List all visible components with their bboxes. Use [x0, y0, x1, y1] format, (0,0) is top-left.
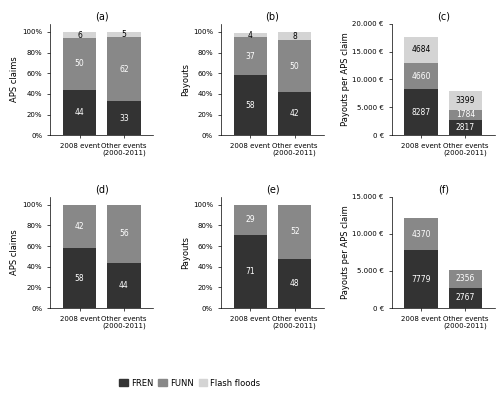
Text: 50: 50 — [74, 60, 85, 68]
Bar — [108, 32, 140, 37]
Bar — [278, 205, 312, 259]
Bar — [278, 259, 312, 308]
Bar — [234, 235, 267, 308]
Bar — [108, 101, 140, 135]
Text: 29: 29 — [246, 215, 255, 224]
Bar — [404, 89, 438, 135]
Text: 52: 52 — [290, 227, 300, 236]
Bar — [449, 90, 482, 109]
Y-axis label: APS claims: APS claims — [10, 229, 20, 275]
Text: 4660: 4660 — [412, 71, 431, 81]
Text: 48: 48 — [290, 279, 300, 288]
Text: 8287: 8287 — [412, 107, 430, 117]
Text: 62: 62 — [119, 65, 128, 73]
Text: 5: 5 — [122, 30, 126, 39]
Bar — [449, 109, 482, 120]
Bar — [63, 90, 96, 135]
Title: (b): (b) — [266, 11, 280, 22]
Bar — [404, 37, 438, 63]
Bar — [234, 205, 267, 235]
Text: 1784: 1784 — [456, 110, 475, 119]
Title: (c): (c) — [437, 11, 450, 22]
Text: 2767: 2767 — [456, 293, 475, 302]
Bar — [449, 270, 482, 288]
Y-axis label: Payouts: Payouts — [181, 63, 190, 96]
Text: 37: 37 — [246, 52, 255, 61]
Text: 58: 58 — [246, 101, 255, 110]
Text: 71: 71 — [246, 267, 255, 276]
Bar — [449, 120, 482, 135]
Title: (e): (e) — [266, 184, 280, 194]
Bar — [63, 248, 96, 308]
Text: 42: 42 — [290, 109, 300, 118]
Y-axis label: Payouts: Payouts — [181, 236, 190, 269]
Text: 44: 44 — [119, 281, 129, 290]
Bar — [234, 75, 267, 135]
Bar — [63, 32, 96, 38]
Bar — [404, 250, 438, 308]
Bar — [278, 32, 312, 40]
Bar — [234, 33, 267, 37]
Y-axis label: Payouts per APS claim: Payouts per APS claim — [340, 205, 349, 299]
Bar — [278, 40, 312, 92]
Text: 58: 58 — [75, 274, 85, 283]
Bar — [278, 92, 312, 135]
Legend: FREN, FUNN, Flash floods: FREN, FUNN, Flash floods — [116, 375, 264, 391]
Text: 56: 56 — [119, 229, 129, 238]
Bar — [404, 63, 438, 89]
Y-axis label: Payouts per APS claim: Payouts per APS claim — [340, 33, 349, 126]
Title: (a): (a) — [95, 11, 108, 22]
Bar — [63, 38, 96, 90]
Title: (d): (d) — [95, 184, 108, 194]
Text: 2356: 2356 — [456, 274, 475, 283]
Bar — [108, 37, 140, 101]
Text: 4: 4 — [248, 30, 253, 40]
Y-axis label: APS claims: APS claims — [10, 56, 20, 102]
Text: 4370: 4370 — [412, 229, 431, 239]
Text: 33: 33 — [119, 114, 129, 123]
Text: 50: 50 — [290, 62, 300, 71]
Bar — [404, 218, 438, 250]
Text: 2817: 2817 — [456, 123, 475, 132]
Bar — [63, 205, 96, 248]
Title: (f): (f) — [438, 184, 449, 194]
Text: 42: 42 — [75, 222, 85, 231]
Text: 7779: 7779 — [412, 275, 431, 284]
Bar — [108, 263, 140, 308]
Bar — [449, 288, 482, 308]
Text: 4684: 4684 — [412, 45, 431, 55]
Bar — [234, 37, 267, 75]
Text: 8: 8 — [292, 32, 297, 41]
Bar — [108, 205, 140, 263]
Text: 44: 44 — [74, 108, 85, 117]
Text: 3399: 3399 — [456, 96, 475, 105]
Text: 6: 6 — [77, 30, 82, 40]
